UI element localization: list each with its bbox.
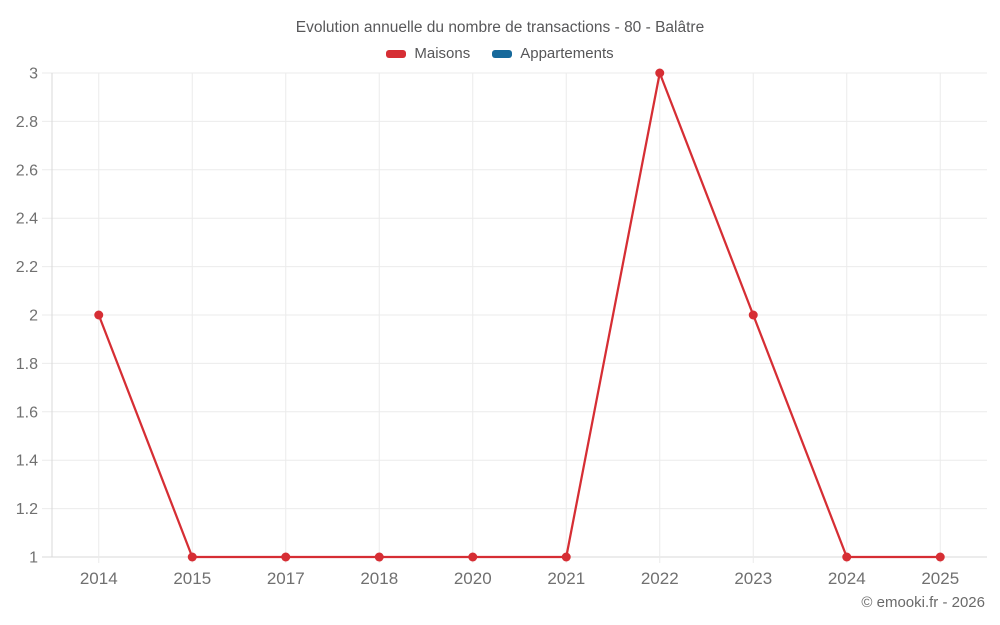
chart-legend: Maisons Appartements [0, 45, 1000, 62]
legend-item-appartements[interactable]: Appartements [492, 45, 614, 62]
legend-item-maisons[interactable]: Maisons [386, 45, 470, 62]
y-axis-tick-label: 2 [29, 308, 38, 325]
data-point-marker[interactable] [561, 552, 571, 562]
x-axis-tick-label: 2020 [454, 569, 492, 588]
y-axis-tick-label: 1.8 [16, 356, 38, 373]
x-axis-tick-label: 2023 [734, 569, 772, 588]
data-point-marker[interactable] [842, 552, 852, 562]
legend-label-maisons: Maisons [414, 45, 471, 62]
y-axis-tick-label: 1.6 [16, 404, 38, 421]
y-axis-tick-label: 2.6 [16, 162, 38, 179]
data-point-marker[interactable] [468, 552, 478, 562]
x-axis-tick-label: 2021 [547, 569, 585, 588]
data-point-marker[interactable] [748, 310, 758, 320]
y-axis-tick-label: 1.4 [16, 453, 38, 470]
data-point-marker[interactable] [281, 552, 291, 562]
data-point-marker[interactable] [655, 68, 665, 78]
data-point-marker[interactable] [374, 552, 384, 562]
data-point-marker[interactable] [187, 552, 197, 562]
y-axis-tick-label: 2.8 [16, 114, 38, 131]
series-line-maisons [97, 71, 942, 559]
y-axis-tick-label: 1 [29, 550, 38, 567]
y-axis-tick-label: 2.4 [16, 211, 38, 228]
x-axis-tick-label: 2025 [921, 569, 959, 588]
legend-label-appartements: Appartements [520, 45, 614, 62]
legend-swatch-maisons-icon [386, 49, 407, 58]
chart-title: Evolution annuelle du nombre de transact… [295, 19, 705, 36]
y-axis-tick-label: 1.2 [16, 501, 38, 518]
data-point-marker[interactable] [94, 310, 104, 320]
copyright-footer: © emooki.fr - 2026 [861, 594, 985, 611]
x-axis-tick-label: 2022 [641, 569, 679, 588]
y-axis-tick-label: 2.2 [16, 259, 38, 276]
data-point-marker[interactable] [935, 552, 945, 562]
x-axis-tick-label: 2018 [360, 569, 398, 588]
y-axis-tick-label: 3 [29, 66, 38, 83]
x-axis-tick-label: 2015 [173, 569, 211, 588]
x-axis-tick-label: 2024 [828, 569, 866, 588]
legend-swatch-appartements-icon [492, 49, 513, 58]
x-axis-tick-label: 2014 [80, 569, 118, 588]
x-axis-tick-label: 2017 [267, 569, 305, 588]
